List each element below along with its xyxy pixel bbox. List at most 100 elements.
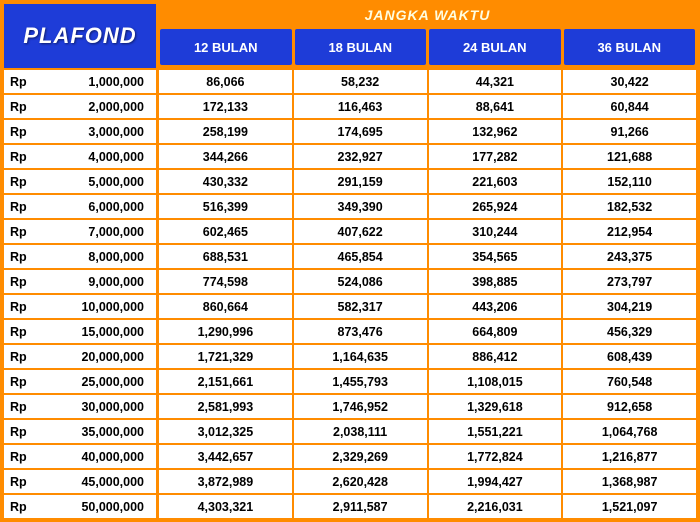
value-cell: 3,872,989 bbox=[159, 468, 294, 493]
value-cell: 1,368,987 bbox=[563, 468, 696, 493]
value-cell: 182,532 bbox=[563, 193, 696, 218]
period-header-12: 12 BULAN bbox=[160, 29, 292, 65]
currency-prefix: Rp bbox=[10, 300, 34, 314]
plafond-amount: 9,000,000 bbox=[34, 275, 144, 289]
plafond-amount: 20,000,000 bbox=[34, 350, 144, 364]
value-cell: 221,603 bbox=[429, 168, 564, 193]
value-cell: 116,463 bbox=[294, 93, 429, 118]
value-cell: 88,641 bbox=[429, 93, 564, 118]
table-row: Rp25,000,0002,151,6611,455,7931,108,0157… bbox=[4, 368, 696, 393]
plafond-amount: 10,000,000 bbox=[34, 300, 144, 314]
plafond-cell: Rp35,000,000 bbox=[4, 418, 159, 443]
value-cell: 310,244 bbox=[429, 218, 564, 243]
value-cell: 3,012,325 bbox=[159, 418, 294, 443]
value-cell: 44,321 bbox=[429, 68, 564, 93]
table-row: Rp5,000,000430,332291,159221,603152,110 bbox=[4, 168, 696, 193]
jangka-waktu-title: JANGKA WAKTU bbox=[159, 4, 696, 26]
currency-prefix: Rp bbox=[10, 200, 34, 214]
value-cell: 2,329,269 bbox=[294, 443, 429, 468]
value-cell: 1,064,768 bbox=[563, 418, 696, 443]
value-cell: 58,232 bbox=[294, 68, 429, 93]
plafond-cell: Rp20,000,000 bbox=[4, 343, 159, 368]
table-row: Rp45,000,0003,872,9892,620,4281,994,4271… bbox=[4, 468, 696, 493]
loan-table-container: PLAFOND JANGKA WAKTU 12 BULAN 18 BULAN 2… bbox=[0, 0, 700, 522]
value-cell: 430,332 bbox=[159, 168, 294, 193]
table-row: Rp6,000,000516,399349,390265,924182,532 bbox=[4, 193, 696, 218]
value-cell: 291,159 bbox=[294, 168, 429, 193]
value-cell: 212,954 bbox=[563, 218, 696, 243]
value-cell: 886,412 bbox=[429, 343, 564, 368]
table-row: Rp2,000,000172,133116,46388,64160,844 bbox=[4, 93, 696, 118]
value-cell: 273,797 bbox=[563, 268, 696, 293]
value-cell: 265,924 bbox=[429, 193, 564, 218]
plafond-cell: Rp2,000,000 bbox=[4, 93, 159, 118]
value-cell: 2,620,428 bbox=[294, 468, 429, 493]
plafond-column-header: PLAFOND bbox=[4, 4, 159, 68]
table-row: Rp1,000,00086,06658,23244,32130,422 bbox=[4, 68, 696, 93]
value-cell: 443,206 bbox=[429, 293, 564, 318]
currency-prefix: Rp bbox=[10, 100, 34, 114]
table-row: Rp10,000,000 860,664582,317443,206304,219 bbox=[4, 293, 696, 318]
value-cell: 688,531 bbox=[159, 243, 294, 268]
plafond-amount: 35,000,000 bbox=[34, 425, 144, 439]
table-body: Rp1,000,00086,06658,23244,32130,422Rp2,0… bbox=[4, 68, 696, 518]
value-cell: 1,329,618 bbox=[429, 393, 564, 418]
value-cell: 524,086 bbox=[294, 268, 429, 293]
value-cell: 2,581,993 bbox=[159, 393, 294, 418]
value-cell: 407,622 bbox=[294, 218, 429, 243]
currency-prefix: Rp bbox=[10, 75, 34, 89]
value-cell: 582,317 bbox=[294, 293, 429, 318]
value-cell: 1,108,015 bbox=[429, 368, 564, 393]
value-cell: 172,133 bbox=[159, 93, 294, 118]
value-cell: 456,329 bbox=[563, 318, 696, 343]
value-cell: 2,216,031 bbox=[429, 493, 564, 518]
value-cell: 602,465 bbox=[159, 218, 294, 243]
plafond-cell: Rp3,000,000 bbox=[4, 118, 159, 143]
plafond-cell: Rp45,000,000 bbox=[4, 468, 159, 493]
table-row: Rp4,000,000344,266232,927177,282121,688 bbox=[4, 143, 696, 168]
plafond-amount: 2,000,000 bbox=[34, 100, 144, 114]
plafond-amount: 45,000,000 bbox=[34, 475, 144, 489]
value-cell: 4,303,321 bbox=[159, 493, 294, 518]
plafond-cell: Rp1,000,000 bbox=[4, 68, 159, 93]
value-cell: 304,219 bbox=[563, 293, 696, 318]
value-cell: 2,911,587 bbox=[294, 493, 429, 518]
period-header-36: 36 BULAN bbox=[564, 29, 696, 65]
plafond-cell: Rp5,000,000 bbox=[4, 168, 159, 193]
value-cell: 760,548 bbox=[563, 368, 696, 393]
plafond-cell: Rp9,000,000 bbox=[4, 268, 159, 293]
plafond-amount: 3,000,000 bbox=[34, 125, 144, 139]
value-cell: 608,439 bbox=[563, 343, 696, 368]
table-row: Rp20,000,0001,721,3291,164,635886,412608… bbox=[4, 343, 696, 368]
period-header-24: 24 BULAN bbox=[429, 29, 561, 65]
plafond-amount: 7,000,000 bbox=[34, 225, 144, 239]
plafond-cell: Rp25,000,000 bbox=[4, 368, 159, 393]
plafond-amount: 5,000,000 bbox=[34, 175, 144, 189]
plafond-cell: Rp4,000,000 bbox=[4, 143, 159, 168]
plafond-amount: 50,000,000 bbox=[34, 500, 144, 514]
table-row: Rp30,000,0002,581,9931,746,9521,329,6189… bbox=[4, 393, 696, 418]
value-cell: 344,266 bbox=[159, 143, 294, 168]
value-cell: 132,962 bbox=[429, 118, 564, 143]
table-row: Rp40,000,0003,442,6572,329,2691,772,8241… bbox=[4, 443, 696, 468]
plafond-cell: Rp7,000,000 bbox=[4, 218, 159, 243]
period-headers-row: 12 BULAN 18 BULAN 24 BULAN 36 BULAN bbox=[159, 26, 696, 68]
value-cell: 86,066 bbox=[159, 68, 294, 93]
value-cell: 349,390 bbox=[294, 193, 429, 218]
value-cell: 258,199 bbox=[159, 118, 294, 143]
period-header-18: 18 BULAN bbox=[295, 29, 427, 65]
value-cell: 1,772,824 bbox=[429, 443, 564, 468]
plafond-amount: 25,000,000 bbox=[34, 375, 144, 389]
value-cell: 912,658 bbox=[563, 393, 696, 418]
currency-prefix: Rp bbox=[10, 450, 34, 464]
value-cell: 1,721,329 bbox=[159, 343, 294, 368]
value-cell: 3,442,657 bbox=[159, 443, 294, 468]
currency-prefix: Rp bbox=[10, 125, 34, 139]
value-cell: 860,664 bbox=[159, 293, 294, 318]
currency-prefix: Rp bbox=[10, 425, 34, 439]
table-row: Rp50,000,0004,303,3212,911,5872,216,0311… bbox=[4, 493, 696, 518]
value-cell: 873,476 bbox=[294, 318, 429, 343]
plafond-amount: 4,000,000 bbox=[34, 150, 144, 164]
value-cell: 1,216,877 bbox=[563, 443, 696, 468]
plafond-cell: Rp15,000,000 bbox=[4, 318, 159, 343]
